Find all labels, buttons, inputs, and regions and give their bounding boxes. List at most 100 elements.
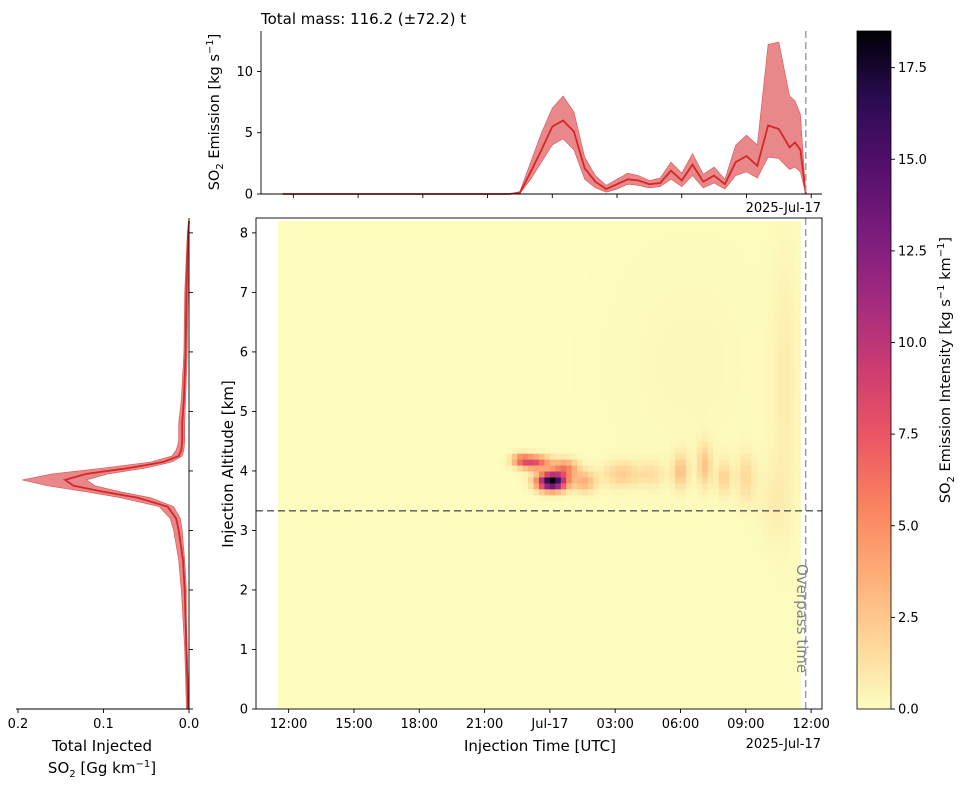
heatmap-cell [386,667,393,674]
heatmap-cell [359,494,366,502]
heatmap-cell [566,238,573,246]
heatmap-cell [408,405,415,413]
heatmap-cell [337,536,344,543]
heatmap-cell [500,643,507,651]
heatmap-cell [381,447,388,454]
heatmap-cell [517,345,524,353]
heatmap-cell [577,506,584,514]
heatmap-cell [413,679,420,686]
heatmap-cell [479,655,486,662]
heatmap-cell [549,298,556,305]
heatmap-cell [304,655,312,662]
heatmap-cell [517,405,524,413]
heatmap-cell [522,524,529,532]
heatmap-cell [457,381,464,389]
heatmap-cell [604,637,611,645]
heatmap-cell [397,220,404,228]
heatmap-cell [402,566,409,573]
heatmap-cell [522,595,529,603]
heatmap-cell [348,524,355,532]
heatmap-cell [283,268,290,276]
heatmap-cell [539,601,546,609]
heatmap-cell [310,268,317,276]
heatmap-cell [528,637,535,645]
heatmap-cell [593,262,600,270]
heatmap-cell [468,417,475,424]
heatmap-cell [381,613,388,621]
heatmap-cell [544,548,551,555]
heatmap-cell [544,220,551,228]
heatmap-cell [288,244,295,252]
heatmap-cell [577,488,584,496]
heatmap-cell [304,506,312,514]
heatmap-cell [419,340,426,347]
heatmap-cell [571,292,578,299]
heatmap-cell [430,625,437,633]
heatmap-cell [582,357,589,365]
heatmap-cell [528,703,535,709]
heatmap-cell [375,441,382,448]
heatmap-cell [522,328,529,335]
heatmap-cell [430,649,437,657]
heatmap-cell [419,673,426,680]
heatmap-cell [277,316,284,323]
heatmap-cell [419,417,426,424]
heatmap-cell [424,578,431,585]
heatmap-cell [326,369,333,377]
heatmap-cell [326,667,333,674]
heatmap-cell [517,554,524,561]
heatmap-cell [511,584,518,591]
heatmap-cell [587,637,595,645]
heatmap-cell [473,607,480,615]
heatmap-cell [353,566,360,573]
heatmap-cell [304,500,312,508]
heatmap-cell [571,464,578,472]
heatmap-cell [359,625,366,633]
heatmap-cell [310,542,317,549]
heatmap-cell [511,530,518,537]
heatmap-cell [462,679,469,686]
heatmap-cell [370,310,377,317]
heatmap-cell [353,601,360,609]
heatmap-cell [571,530,578,537]
heatmap-cell [408,369,415,377]
heatmap-cell [288,411,295,418]
heatmap-cell [370,703,377,709]
heatmap-cell [321,554,328,561]
heatmap-cell [522,369,529,377]
heatmap-cell [283,459,290,466]
heatmap-cell [441,613,448,621]
heatmap-cell [528,417,535,424]
heatmap-cell [533,667,540,674]
heatmap-cell [539,304,546,311]
heatmap-cell [392,232,399,240]
heatmap-cell [495,601,502,609]
heatmap-cell [473,220,480,228]
heatmap-cell [468,506,475,514]
heatmap-cell [413,566,420,573]
heatmap-cell [304,417,312,424]
heatmap-cell [343,661,350,668]
heatmap-cell [506,637,513,645]
heatmap-cell [419,548,426,555]
heatmap-cell [490,703,497,709]
heatmap-cell [533,250,540,258]
heatmap-cell [500,649,507,657]
heatmap-cell [598,298,605,305]
heatmap-cell [522,601,529,609]
heatmap-cell [484,262,491,270]
heatmap-cell [364,399,371,407]
heatmap-cell [566,250,573,258]
heatmap-cell [495,494,502,502]
heatmap-cell [430,589,437,597]
heatmap-cell [457,459,464,466]
heatmap-cell [424,667,431,674]
heatmap-cell [315,661,322,668]
heatmap-cell [544,286,551,293]
heatmap-cell [413,530,420,537]
heatmap-cell [310,435,317,442]
heatmap-cell [577,304,584,311]
heatmap-cell [402,601,409,609]
heatmap-cell [555,423,562,430]
heatmap-cell [577,393,584,401]
